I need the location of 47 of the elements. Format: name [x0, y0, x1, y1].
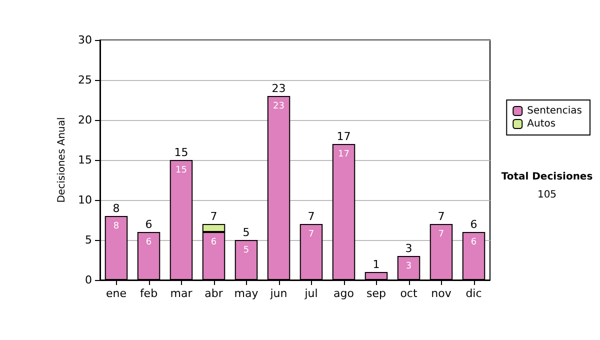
total-label: 6 [145, 218, 152, 231]
data-label: 6 [210, 238, 217, 248]
total-label: 17 [336, 130, 351, 143]
data-label: 17 [338, 150, 350, 160]
y-tick-label: 10 [78, 194, 92, 206]
x-tick-label: ago [334, 287, 354, 300]
total-label: 5 [242, 226, 250, 239]
y-axis-title: Decisiones Anual [56, 117, 68, 203]
x-tick-label: sep [366, 287, 386, 300]
y-tick-label: 15 [78, 154, 92, 166]
x-tick-label: oct [400, 287, 418, 300]
x-tick-label: jun [269, 287, 288, 300]
total-label: 23 [272, 82, 286, 95]
x-tick-label: mar [170, 287, 193, 300]
x-tick-label: may [234, 287, 259, 300]
total-label: 7 [438, 210, 445, 223]
y-tick-label: 20 [78, 114, 92, 126]
data-label: 5 [243, 246, 250, 256]
total-label: 1 [372, 258, 380, 271]
data-label: 7 [438, 230, 444, 240]
data-label: 23 [273, 102, 284, 112]
total-label: 3 [405, 242, 412, 255]
data-label: 8 [113, 222, 120, 232]
data-label: 6 [470, 238, 477, 248]
y-tick-label: 0 [85, 274, 92, 286]
x-tick-label: jul [304, 287, 318, 300]
total-label: 7 [308, 210, 315, 223]
x-tick-label: dic [466, 287, 482, 300]
total-label: 7 [210, 210, 218, 223]
legend-label: Sentencias [527, 106, 582, 116]
legend-label: Autos [527, 118, 556, 130]
total-label: 8 [112, 202, 120, 215]
data-label: 15 [176, 166, 187, 176]
total-label: 6 [470, 218, 478, 231]
y-tick-label: 25 [78, 74, 92, 86]
y-tick-label: 30 [78, 34, 92, 46]
text: 105 [537, 190, 557, 200]
data-label: 7 [308, 230, 314, 240]
y-tick-label: 5 [85, 234, 92, 246]
x-tick-label: abr [204, 287, 224, 300]
text: Total Decisiones [501, 172, 593, 182]
data-label: 6 [146, 238, 152, 248]
x-tick-label: ene [106, 287, 127, 300]
data-label: 3 [406, 262, 412, 272]
x-tick-label: feb [140, 287, 158, 300]
total-label: 15 [174, 146, 188, 159]
x-tick-label: nov [431, 287, 452, 300]
